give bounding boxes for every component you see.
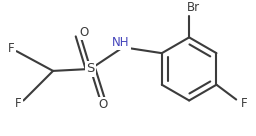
Text: S: S: [86, 62, 95, 75]
Text: F: F: [8, 42, 15, 55]
Text: O: O: [79, 26, 88, 39]
Text: F: F: [241, 97, 247, 110]
Text: Br: Br: [187, 1, 200, 14]
Text: F: F: [15, 97, 22, 110]
Text: O: O: [99, 98, 108, 111]
Text: NH: NH: [112, 36, 130, 49]
